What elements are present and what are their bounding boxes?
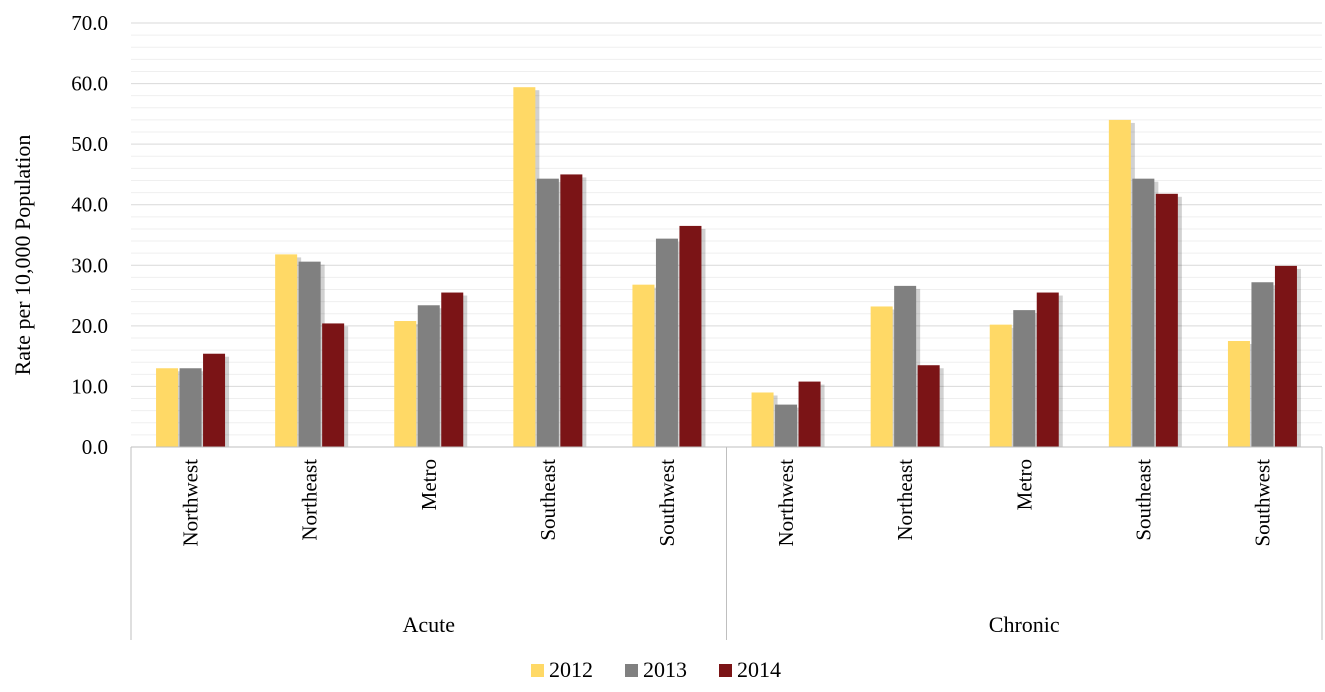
x-group-labels: Acute Chronic (402, 612, 1059, 637)
x-group-label: Acute (402, 612, 455, 637)
bars (156, 87, 1301, 448)
bar-2013-2 (417, 305, 440, 447)
bar-2014-5 (798, 381, 821, 447)
legend-label: 2012 (549, 657, 593, 682)
x-category-label: Southwest (655, 459, 679, 547)
bar-2014-0 (203, 353, 226, 447)
bar-2012-4 (632, 284, 655, 447)
y-axis-title: Rate per 10,000 Population (10, 135, 35, 376)
bar-2014-1 (322, 323, 345, 447)
x-category-label: Southeast (536, 459, 560, 541)
bar-2012-3 (513, 87, 536, 447)
y-tick-label: 0.0 (82, 435, 108, 459)
y-tick-label: 20.0 (71, 314, 108, 338)
y-tick-label: 70.0 (71, 11, 108, 35)
bar-2013-8 (1132, 178, 1155, 447)
bar-2012-6 (870, 306, 893, 447)
legend-label: 2014 (737, 657, 781, 682)
bar-2013-5 (775, 404, 798, 447)
bar-2014-4 (679, 225, 702, 447)
y-tick-label: 50.0 (71, 132, 108, 156)
x-category-label: Metro (417, 459, 441, 510)
bar-2014-8 (1155, 193, 1178, 447)
legend: 2012 2013 2014 (531, 657, 781, 682)
bar-2013-1 (298, 261, 321, 447)
legend-label: 2013 (643, 657, 687, 682)
bar-2013-7 (1013, 310, 1036, 447)
bar-2013-4 (655, 238, 678, 447)
axes (130, 446, 1323, 640)
bar-2012-7 (989, 324, 1012, 447)
bar-2013-0 (179, 368, 202, 447)
bar-2012-9 (1227, 341, 1250, 447)
bar-2014-7 (1036, 292, 1059, 447)
x-category-label: Northeast (298, 459, 322, 541)
x-group-label: Chronic (989, 612, 1060, 637)
bar-2012-8 (1108, 119, 1131, 448)
x-category-label: Northwest (774, 459, 798, 547)
x-category-labels: Northwest Northeast Metro Southeast Southwes… (179, 459, 1275, 547)
y-tick-label: 30.0 (71, 253, 108, 277)
legend-swatch-2012 (531, 664, 544, 677)
bar-2014-6 (917, 365, 940, 447)
bar-2013-6 (894, 285, 917, 447)
y-tick-labels: 0.0 10.0 20.0 30.0 40.0 50.0 60.0 70.0 (71, 11, 108, 459)
x-category-label: Southeast (1131, 459, 1155, 541)
bar-2014-3 (560, 174, 583, 447)
y-tick-label: 40.0 (71, 193, 108, 217)
bar-2014-2 (441, 292, 464, 447)
bar-2014-9 (1274, 265, 1297, 447)
x-category-label: Northeast (893, 459, 917, 541)
bar-2012-1 (275, 254, 298, 447)
x-category-label: Southwest (1250, 459, 1274, 547)
x-category-label: Northwest (179, 459, 203, 547)
bar-2013-9 (1251, 282, 1274, 447)
legend-swatch-2014 (719, 664, 732, 677)
y-tick-label: 60.0 (71, 72, 108, 96)
bar-2012-2 (394, 321, 417, 447)
legend-swatch-2013 (625, 664, 638, 677)
bar-2012-0 (156, 368, 179, 447)
x-category-label: Metro (1012, 459, 1036, 510)
y-tick-label: 10.0 (71, 374, 108, 398)
bar-2012-5 (751, 392, 774, 447)
bar-2013-3 (536, 178, 559, 447)
